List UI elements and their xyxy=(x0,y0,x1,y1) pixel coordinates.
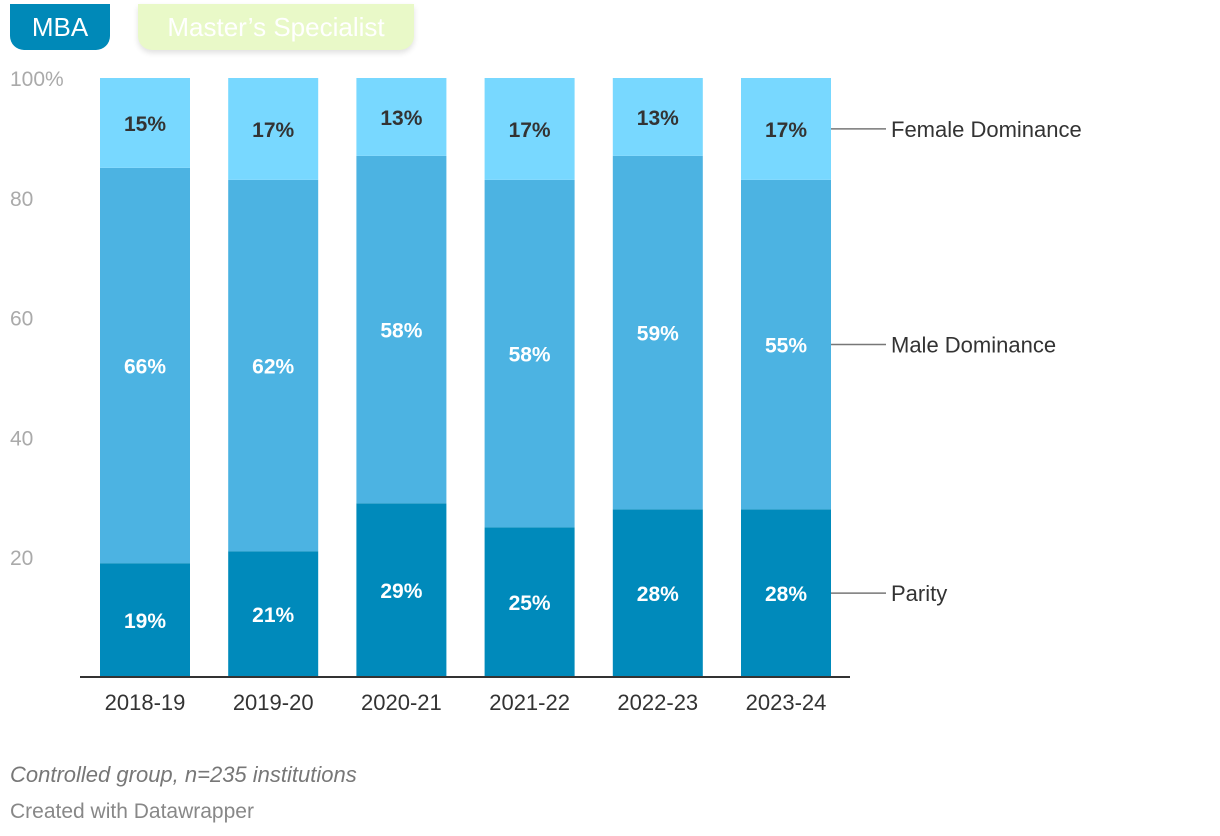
footer-note: Controlled group, n=235 institutions xyxy=(10,762,357,787)
bar-male-dominance xyxy=(612,155,703,510)
data-label: 28% xyxy=(637,583,679,606)
y-tick-label: 80 xyxy=(10,188,33,211)
y-tick-label: 20 xyxy=(10,547,33,570)
data-label: 17% xyxy=(509,119,551,142)
data-label: 13% xyxy=(637,107,679,130)
data-label: 66% xyxy=(124,356,166,379)
legend-label-male-dominance: Male Dominance xyxy=(891,333,1056,358)
y-tick-label: 40 xyxy=(10,427,33,450)
bar-parity xyxy=(100,563,190,677)
bar-female-dominance xyxy=(100,78,190,168)
data-label: 55% xyxy=(765,335,807,358)
tab-mba[interactable]: MBA xyxy=(10,4,110,50)
stacked-bar-chart: 20 40 60 80 100% 19% 66% 15% 2018-19 21% 62% 17% 201… xyxy=(10,68,1082,715)
bar-male-dominance xyxy=(100,167,190,564)
footer-credit: Created with Datawrapper xyxy=(10,800,254,823)
y-tick-label: 60 xyxy=(10,308,33,331)
bar-male-dominance xyxy=(741,179,831,510)
bar-female-dominance xyxy=(228,78,319,180)
x-tick-label: 2019-20 xyxy=(233,690,314,715)
data-label: 13% xyxy=(380,107,422,130)
data-label: 59% xyxy=(637,323,679,346)
legend-label-female-dominance: Female Dominance xyxy=(891,117,1082,142)
bar-parity xyxy=(741,509,831,677)
x-tick-label: 2020-21 xyxy=(361,690,442,715)
bar-male-dominance xyxy=(228,179,319,552)
data-label: 58% xyxy=(380,320,422,343)
x-tick-label: 2022-23 xyxy=(617,690,698,715)
legend-label-parity: Parity xyxy=(891,581,947,606)
bar-female-dominance xyxy=(741,78,831,180)
x-tick-label: 2023-24 xyxy=(746,690,827,715)
data-label: 15% xyxy=(124,113,166,136)
data-label: 25% xyxy=(509,592,551,615)
bar-male-dominance xyxy=(484,179,575,528)
bar-female-dominance xyxy=(612,78,703,156)
x-tick-label: 2021-22 xyxy=(489,690,570,715)
bar-female-dominance xyxy=(356,78,447,156)
bar-parity xyxy=(228,551,319,677)
data-label: 62% xyxy=(252,356,294,379)
bar-parity xyxy=(356,503,447,677)
bar-parity xyxy=(612,509,703,677)
tab-masters-specialist[interactable]: Master’s Specialist xyxy=(138,4,414,50)
data-label: 19% xyxy=(124,610,166,633)
data-label: 17% xyxy=(252,119,294,142)
bar-female-dominance xyxy=(484,78,575,180)
y-tick-label: 100% xyxy=(10,68,64,91)
data-label: 21% xyxy=(252,604,294,627)
data-label: 58% xyxy=(509,344,551,367)
x-tick-label: 2018-19 xyxy=(105,690,186,715)
data-label: 29% xyxy=(380,580,422,603)
data-label: 28% xyxy=(765,583,807,606)
data-label: 17% xyxy=(765,119,807,142)
bar-parity xyxy=(484,527,575,677)
bar-male-dominance xyxy=(356,155,447,504)
